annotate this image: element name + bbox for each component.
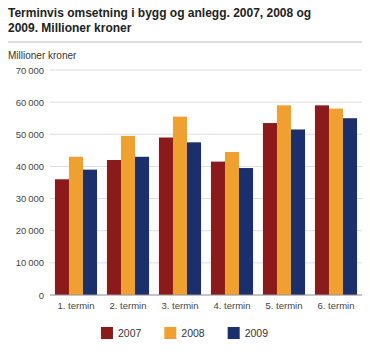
bar [173,117,187,295]
bar [121,136,135,295]
bar [343,118,357,295]
legend-label: 2008 [181,327,205,339]
y-tick-label: 10 000 [16,257,44,268]
x-tick-label: 2. termin [110,300,147,311]
legend-swatch [228,327,240,339]
x-tick-label: 6. termin [318,300,355,311]
y-axis-label: Millioner kroner [8,50,77,61]
separator [8,42,362,43]
x-tick-label: 5. termin [266,300,303,311]
bar [83,170,97,295]
legend-label: 2009 [245,327,269,339]
y-ticks: 0 10 000 20 000 30 000 40 000 50 000 60 000 70 … [16,65,44,301]
bar [69,157,83,295]
y-tick-label: 50 000 [16,129,44,140]
grid-line [50,295,362,296]
bar [187,142,201,295]
bar [263,123,277,295]
bar [329,109,343,295]
title-line: Terminvis omsetning i bygg og anlegg. 20… [8,6,311,20]
grid-line [50,102,362,103]
chart-container: Terminvis omsetning i bygg og anlegg. 20… [0,0,370,357]
chart-svg: Terminvis omsetning i bygg og anlegg. 20… [0,0,370,357]
grid [50,70,362,295]
y-tick-label: 70 000 [16,65,44,76]
bar [291,129,305,295]
x-tick-label: 1. termin [58,300,95,311]
bar [107,160,121,295]
grid-line [50,70,362,71]
y-tick-label: 0 [39,290,44,301]
title-line: 2009. Millioner kroner [8,21,132,35]
legend: 2007 2008 2009 [101,327,268,339]
legend-swatch [101,327,113,339]
bar [225,152,239,295]
bar [239,168,253,295]
y-tick-label: 30 000 [16,193,44,204]
y-tick-label: 20 000 [16,225,44,236]
bar [159,138,173,296]
x-tick-label: 3. termin [162,300,199,311]
bar [211,162,225,295]
x-ticks: 1. termin 2. termin 3. termin 4. termin 5. t… [58,300,355,311]
x-tick-label: 4. termin [214,300,251,311]
bar [55,179,69,295]
legend-swatch [164,327,176,339]
bar [277,105,291,295]
bars [55,105,357,295]
y-tick-label: 60 000 [16,97,44,108]
title: Terminvis omsetning i bygg og anlegg. 20… [8,6,311,35]
bar [315,105,329,295]
x-axis-line [50,295,362,296]
legend-label: 2007 [118,327,142,339]
bar [135,157,149,295]
y-tick-label: 40 000 [16,161,44,172]
